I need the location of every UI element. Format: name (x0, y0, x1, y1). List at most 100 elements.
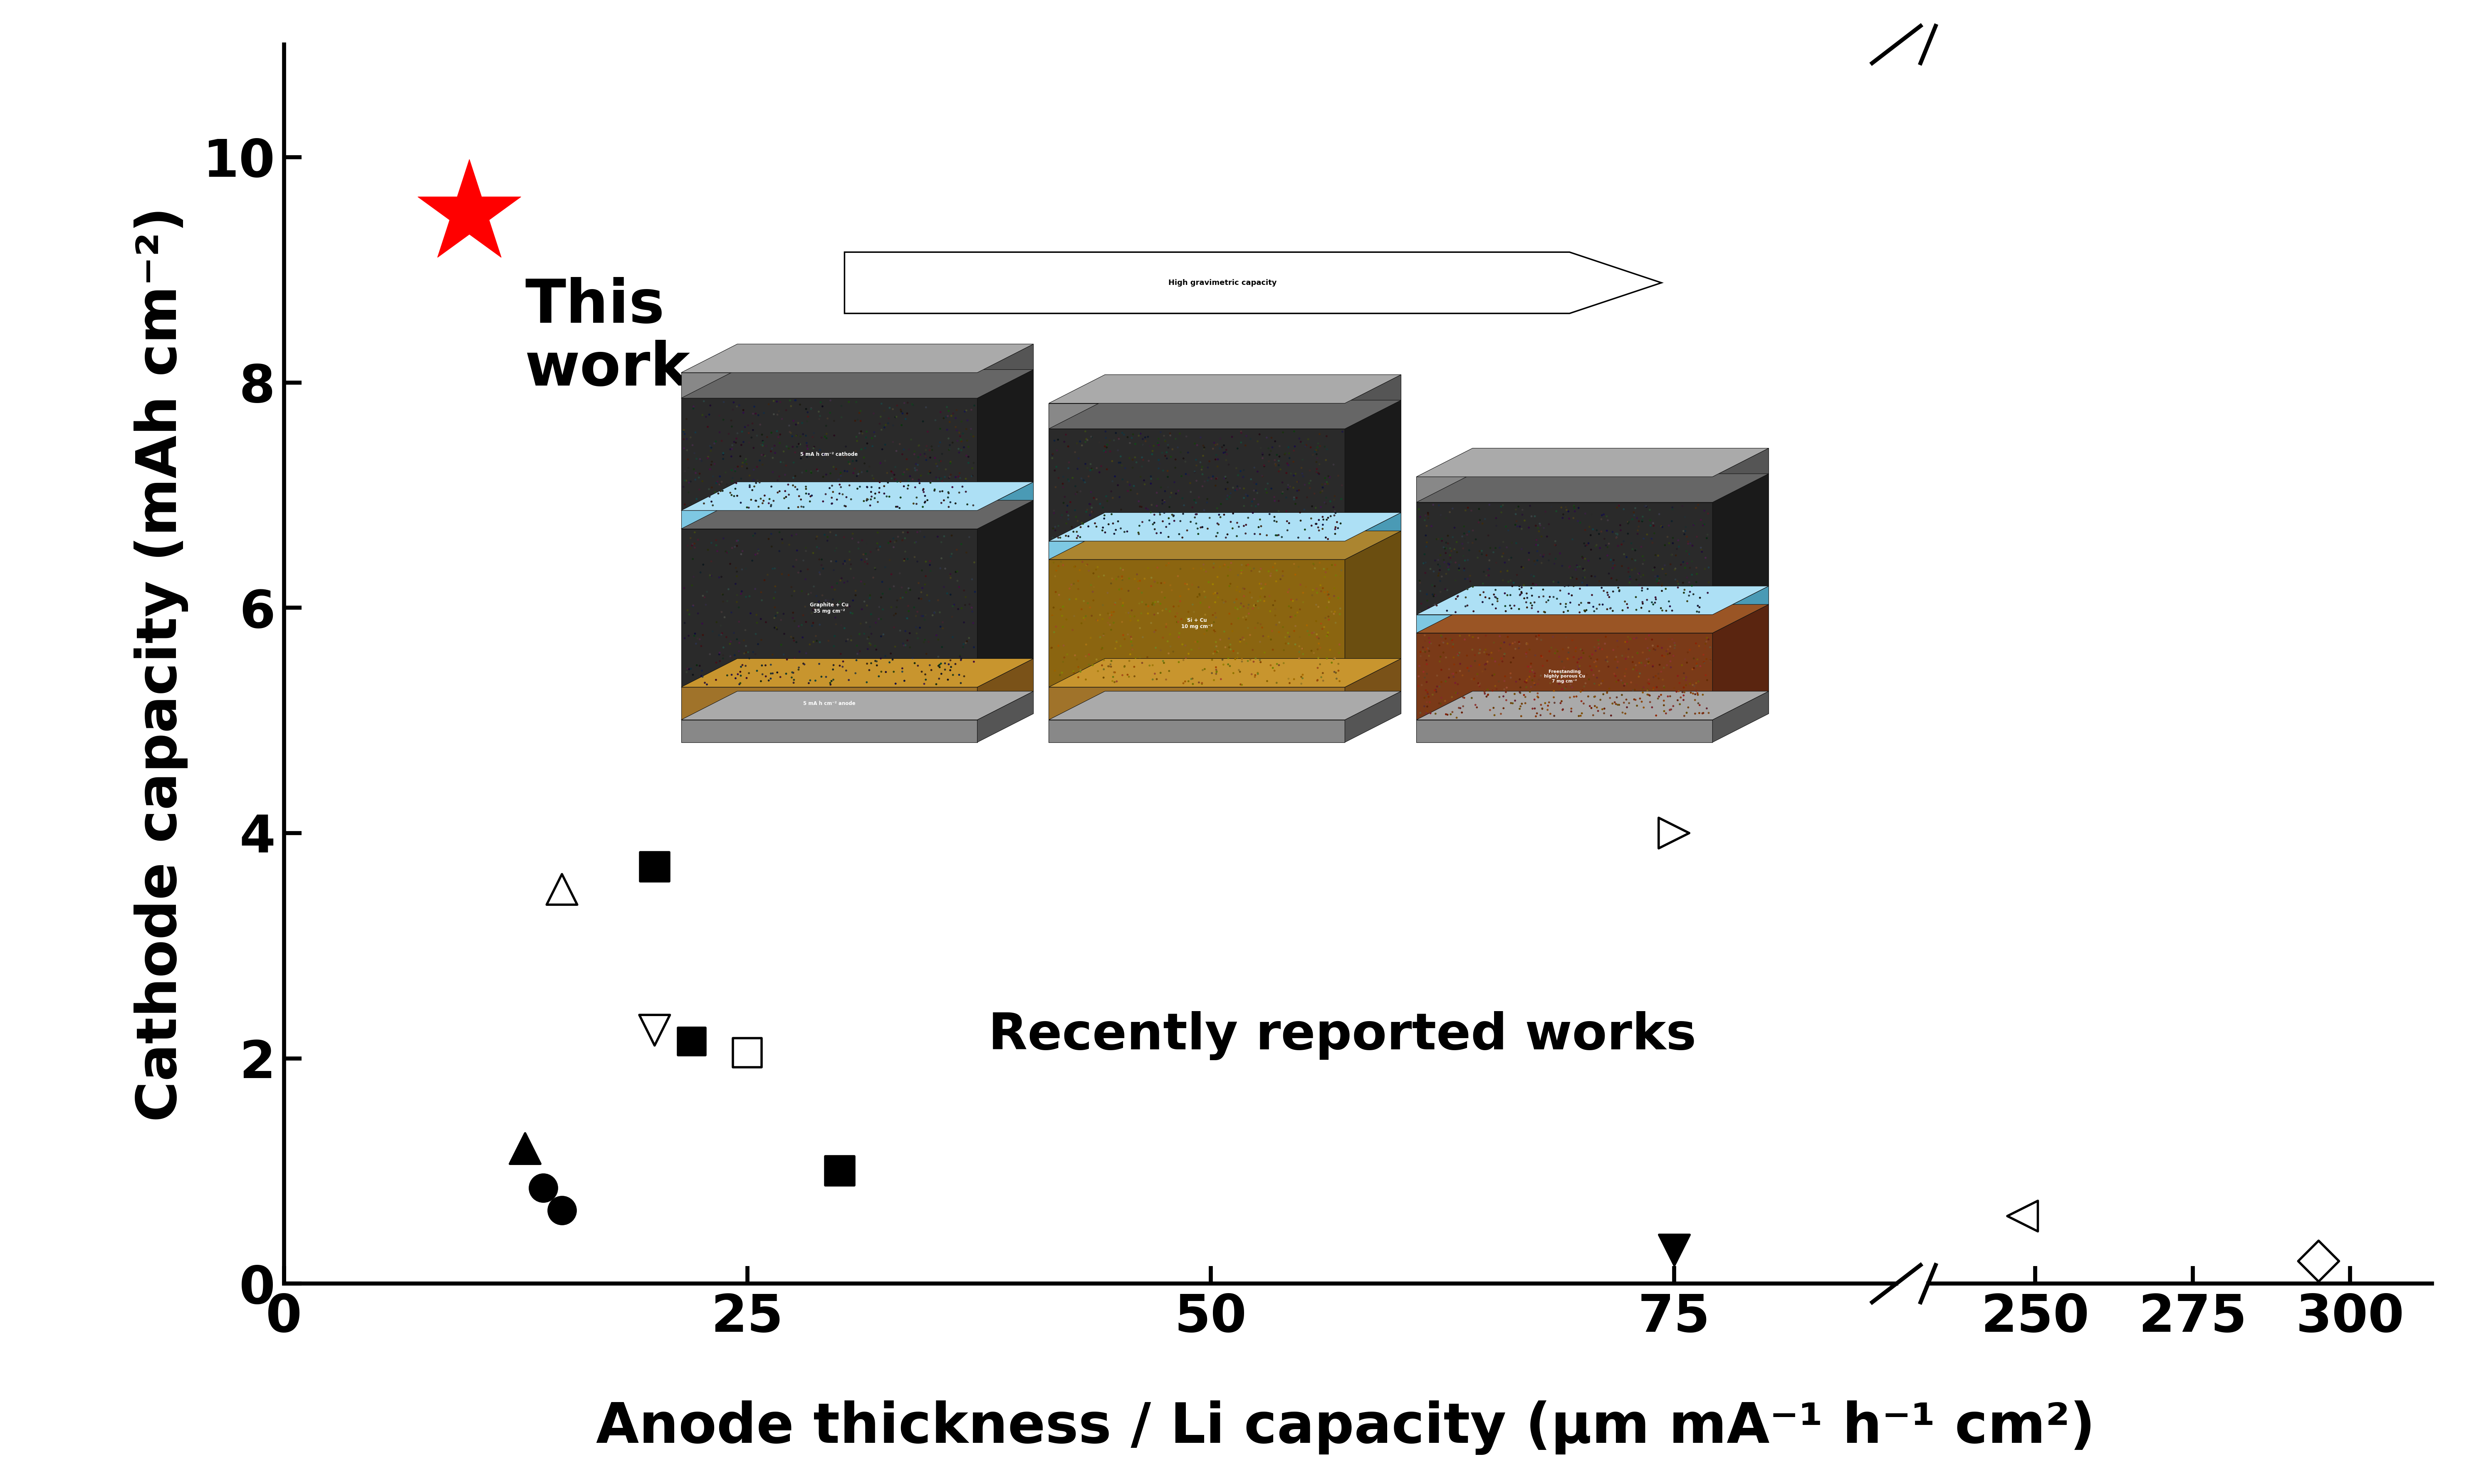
Point (768, 435, 807, 459)
Point (1528, 697, 1568, 721)
Point (1627, 626, 1667, 650)
Point (785, 398, 825, 421)
Point (1691, 649, 1731, 672)
Point (1121, 646, 1160, 669)
Point (1563, 638, 1602, 662)
Point (928, 481, 968, 505)
Point (1632, 634, 1672, 657)
Point (1121, 616, 1160, 640)
Point (797, 536, 837, 559)
Point (1321, 632, 1360, 656)
Point (1123, 454, 1163, 478)
Point (1684, 512, 1723, 536)
Point (1215, 591, 1254, 614)
Point (1481, 494, 1521, 518)
Point (1084, 649, 1123, 672)
Point (1215, 597, 1254, 620)
Point (1128, 646, 1168, 669)
Point (674, 663, 714, 687)
Point (1304, 475, 1343, 499)
Point (1318, 464, 1358, 488)
Point (1099, 473, 1138, 497)
Point (884, 438, 923, 462)
Point (1232, 502, 1272, 525)
Point (946, 444, 985, 467)
Point (1523, 697, 1563, 721)
Point (1069, 464, 1109, 488)
Polygon shape (681, 687, 978, 720)
Point (1044, 491, 1084, 515)
Point (778, 631, 817, 654)
Point (1257, 671, 1296, 695)
Point (859, 534, 899, 558)
Point (1476, 677, 1516, 700)
Point (672, 534, 711, 558)
Point (941, 438, 980, 462)
Point (1405, 695, 1444, 718)
Point (1185, 499, 1225, 522)
Point (1560, 594, 1600, 617)
Point (1664, 675, 1704, 699)
Point (1459, 671, 1499, 695)
Point (691, 643, 731, 666)
Point (1659, 528, 1699, 552)
Point (1059, 524, 1099, 548)
Point (862, 582, 901, 605)
Point (1291, 640, 1331, 663)
Point (1170, 510, 1210, 534)
Point (1664, 684, 1704, 708)
Point (822, 475, 862, 499)
Point (1625, 675, 1664, 699)
Point (1175, 503, 1215, 527)
Point (1109, 649, 1148, 672)
Polygon shape (1713, 448, 1768, 502)
Point (1415, 678, 1454, 702)
Polygon shape (978, 659, 1035, 720)
Point (1462, 512, 1501, 536)
Point (1123, 427, 1163, 451)
Point (1630, 684, 1669, 708)
Point (1116, 567, 1155, 591)
Point (1585, 503, 1625, 527)
Point (1555, 637, 1595, 660)
Point (1227, 597, 1267, 620)
Point (758, 402, 797, 426)
Point (743, 653, 783, 677)
Point (938, 597, 978, 620)
Point (1560, 646, 1600, 669)
Point (938, 568, 978, 592)
Point (1062, 598, 1101, 622)
Point (1499, 697, 1538, 721)
Point (1597, 525, 1637, 549)
Point (1165, 669, 1205, 693)
Point (1284, 666, 1323, 690)
Point (1575, 672, 1615, 696)
Polygon shape (1049, 692, 1400, 720)
Point (1627, 678, 1667, 702)
Point (1518, 539, 1558, 562)
Point (1420, 650, 1459, 674)
Point (901, 588, 941, 611)
Point (874, 398, 914, 421)
Point (1405, 551, 1444, 574)
Point (1032, 442, 1072, 466)
Point (1180, 426, 1220, 450)
Point (760, 423, 800, 447)
Point (1568, 591, 1607, 614)
Point (884, 460, 923, 484)
Point (1195, 605, 1234, 629)
Point (1410, 556, 1449, 580)
Point (1059, 577, 1099, 601)
Point (674, 457, 714, 481)
Point (1111, 629, 1151, 653)
Point (1533, 703, 1573, 727)
Point (948, 629, 988, 653)
Point (1304, 556, 1343, 580)
Point (1237, 594, 1276, 617)
Point (1054, 604, 1094, 628)
Point (1185, 559, 1225, 583)
Point (711, 459, 751, 482)
Point (951, 423, 990, 447)
Point (1506, 686, 1546, 709)
Point (1074, 653, 1114, 677)
